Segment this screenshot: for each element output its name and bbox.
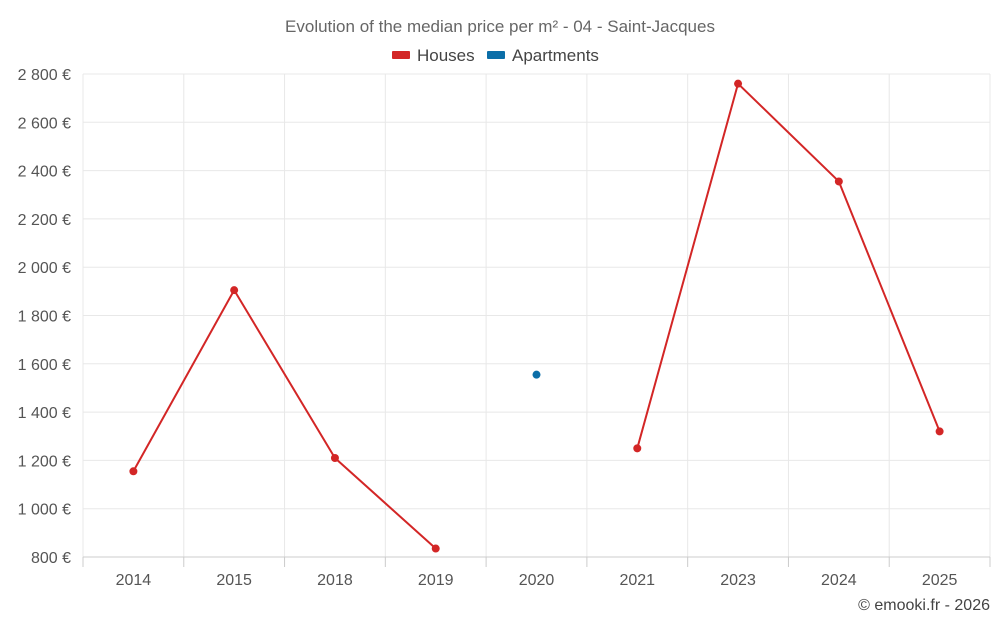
x-axis-tick-labels: 2014 2015 2018 2019 2020 2021 2023 2024 2025 xyxy=(82,557,991,589)
x-tick-label: 2020 xyxy=(519,572,555,589)
point-houses-2025[interactable] xyxy=(935,427,944,436)
y-axis-tick-labels: 800 € 1 000 € 1 200 € 1 400 € 1 600 € 1 800 €… xyxy=(18,67,71,567)
x-tick-label: 2021 xyxy=(619,572,655,589)
y-tick-label: 2 200 € xyxy=(18,212,71,229)
point-houses-2024[interactable] xyxy=(834,177,843,186)
point-apartments-2020[interactable] xyxy=(532,370,541,379)
y-tick-label: 1 600 € xyxy=(18,357,71,374)
line-houses xyxy=(132,289,437,550)
series-lines xyxy=(132,82,941,550)
y-tick-label: 1 400 € xyxy=(18,405,71,422)
x-tick-label: 2018 xyxy=(317,572,353,589)
y-tick-label: 1 000 € xyxy=(18,502,71,519)
legend-label-apartments: Apartments xyxy=(512,46,599,65)
x-tick-label: 2015 xyxy=(216,572,252,589)
y-tick-label: 2 800 € xyxy=(18,67,71,84)
point-houses-2015[interactable] xyxy=(230,286,239,295)
y-gridlines xyxy=(83,73,990,558)
x-tick-label: 2024 xyxy=(821,572,857,589)
x-tick-label: 2014 xyxy=(116,572,152,589)
y-tick-label: 2 600 € xyxy=(18,115,71,132)
legend-swatch-houses xyxy=(392,51,410,59)
chart-title: Evolution of the median price per m² - 0… xyxy=(285,17,715,36)
line-houses xyxy=(636,82,941,449)
x-tick-label: 2025 xyxy=(922,572,958,589)
y-tick-label: 1 800 € xyxy=(18,309,71,326)
x-tick-label: 2019 xyxy=(418,572,454,589)
y-tick-label: 800 € xyxy=(31,550,71,567)
point-houses-2014[interactable] xyxy=(129,467,138,476)
series-points xyxy=(129,79,944,553)
point-houses-2019[interactable] xyxy=(431,544,440,553)
point-houses-2018[interactable] xyxy=(330,453,339,462)
point-houses-2023[interactable] xyxy=(734,79,743,88)
legend-label-houses: Houses xyxy=(417,46,475,65)
point-houses-2021[interactable] xyxy=(633,444,642,453)
legend-swatch-apartments xyxy=(487,51,505,59)
credit-text: © emooki.fr - 2026 xyxy=(858,597,990,614)
y-tick-label: 2 000 € xyxy=(18,260,71,277)
y-tick-label: 2 400 € xyxy=(18,164,71,181)
x-gridlines xyxy=(82,74,991,557)
legend: Houses Apartments xyxy=(392,46,599,65)
y-tick-label: 1 200 € xyxy=(18,453,71,470)
x-tick-label: 2023 xyxy=(720,572,756,589)
